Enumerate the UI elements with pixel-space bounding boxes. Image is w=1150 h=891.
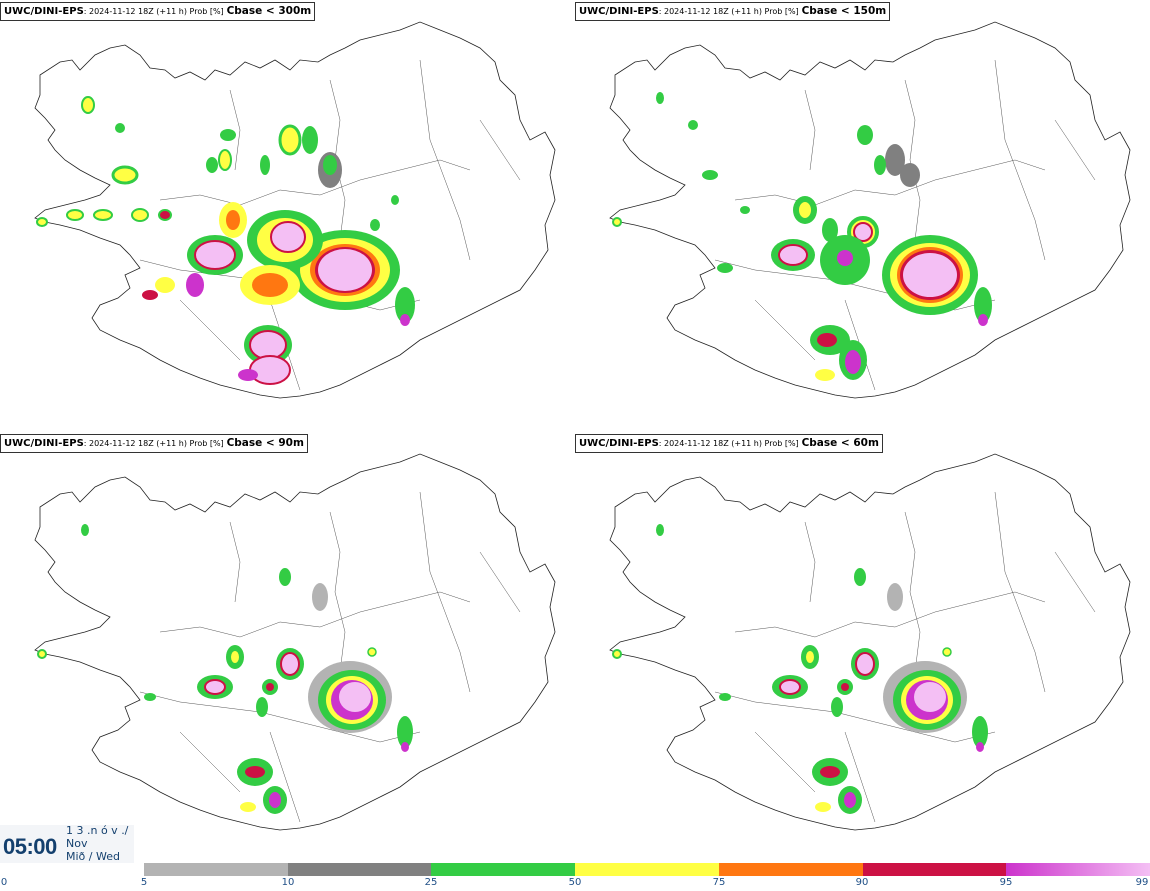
panel-title: UWC/DINI-EPS: 2024-11-12 18Z (+11 h) Pro…	[0, 434, 308, 453]
tick-label: 90	[855, 877, 869, 888]
tick-label: 10	[281, 877, 295, 888]
tick-label: 50	[568, 877, 582, 888]
probability-colorbar	[144, 863, 1150, 876]
tick-label: 95	[999, 877, 1013, 888]
iceland-map	[0, 432, 575, 862]
valid-time: 05:00	[3, 834, 57, 859]
valid-time-box: 05:00 1 3 .n ó v ./ Nov Mið / Wed	[0, 825, 134, 863]
iceland-map	[575, 432, 1150, 862]
tick-label: 99	[1135, 877, 1149, 888]
tick-label: 75	[712, 877, 726, 888]
legend-swatch-50	[575, 863, 719, 876]
map-panel-300m: UWC/DINI-EPS: 2024-11-12 18Z (+11 h) Pro…	[0, 0, 575, 430]
legend-swatch-10	[287, 863, 432, 876]
legend-swatch-75	[718, 863, 863, 876]
legend-swatch-25	[431, 863, 576, 876]
iceland-map	[0, 0, 575, 430]
legend-swatch-95	[1006, 863, 1150, 876]
month-label: Nov	[66, 837, 88, 850]
panel-title: UWC/DINI-EPS: 2024-11-12 18Z (+11 h) Pro…	[575, 434, 883, 453]
tick-label: 0	[0, 877, 8, 888]
tick-label: 25	[424, 877, 438, 888]
legend-swatch-5	[144, 863, 288, 876]
panel-title: UWC/DINI-EPS: 2024-11-12 18Z (+11 h) Pro…	[0, 2, 316, 21]
map-panel-90m: UWC/DINI-EPS: 2024-11-12 18Z (+11 h) Pro…	[0, 432, 575, 862]
map-panel-150m: UWC/DINI-EPS: 2024-11-12 18Z (+11 h) Pro…	[575, 0, 1150, 430]
weekday-label: Mið / Wed	[66, 850, 120, 863]
panel-title: UWC/DINI-EPS: 2024-11-12 18Z (+11 h) Pro…	[575, 2, 891, 21]
colorbar-ticks: 0 5 10 25 50 75 90 95 99	[0, 877, 1150, 891]
iceland-map	[575, 0, 1150, 430]
legend-swatch-90	[862, 863, 1007, 876]
map-panel-60m: UWC/DINI-EPS: 2024-11-12 18Z (+11 h) Pro…	[575, 432, 1150, 862]
date-line: 1 3 .n ó v ./	[66, 824, 129, 837]
tick-label: 5	[140, 877, 148, 888]
